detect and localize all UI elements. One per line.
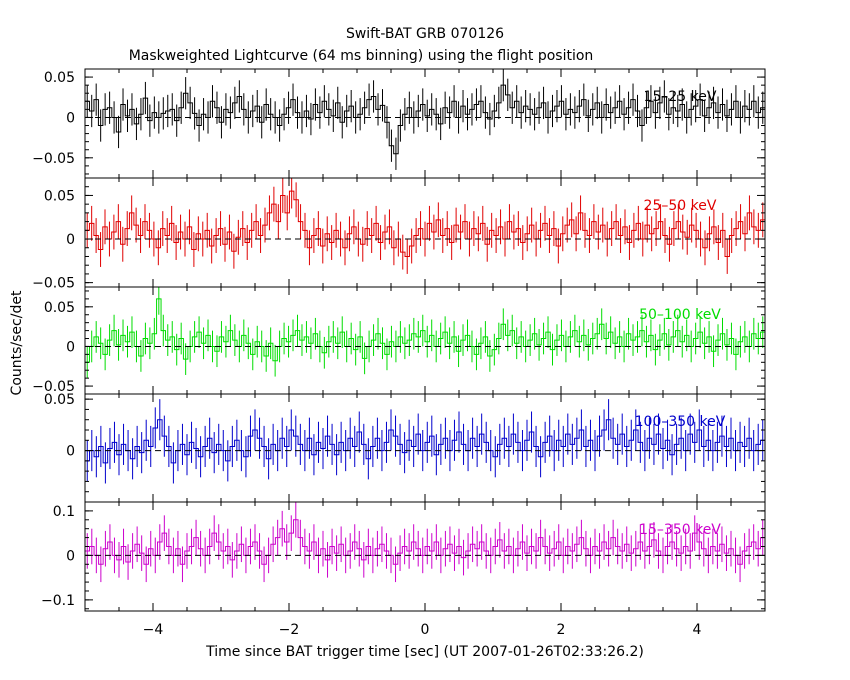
y-tick-label: 0.05 (44, 70, 75, 86)
y-tick-label: 0.1 (53, 504, 75, 520)
x-tick-label: 2 (557, 622, 566, 638)
series-4 (85, 399, 765, 484)
panel-4: 0 0.05 100–350 keV (44, 392, 766, 503)
step-line (85, 298, 765, 363)
series-5 (85, 502, 765, 583)
y-axis-label: Counts/sec/det (9, 290, 25, 395)
panel-label: 15–350 keV (639, 522, 721, 538)
y-tick-label: 0 (66, 444, 75, 460)
step-line (85, 84, 765, 155)
x-axis-label: Time since BAT trigger time [sec] (UT 20… (205, 644, 644, 660)
y-tick-label: 0 (66, 339, 75, 355)
x-tick-label: 0 (421, 622, 430, 638)
y-tick-label: 0.05 (44, 392, 75, 408)
y-tick-label: −0.05 (32, 379, 75, 395)
x-tick-label: 4 (693, 622, 702, 638)
chart-subtitle: Maskweighted Lightcurve (64 ms binning) … (129, 48, 594, 64)
panel-label: 50–100 keV (639, 307, 721, 323)
chart-title: Swift-BAT GRB 070126 (346, 26, 504, 42)
panel-label: 25–50 keV (644, 198, 717, 214)
y-tick-label: 0 (66, 110, 75, 126)
series-3 (85, 287, 765, 379)
step-line (85, 519, 765, 565)
y-tick-label: 0 (66, 548, 75, 564)
x-tick-label: −4 (143, 622, 164, 638)
y-tick-label: −0.1 (41, 593, 75, 609)
panel-frame (84, 68, 766, 179)
series-2 (85, 178, 765, 274)
step-line (85, 419, 765, 464)
panel-label: 100–350 keV (635, 414, 726, 430)
panel-1: −0.05 0 0.05 15–25 keV (32, 68, 766, 179)
panel-5: −0.1 0 0.1 15–350 keV (41, 501, 766, 612)
panel-2: −0.05 0 0.05 25–50 keV (32, 177, 766, 292)
y-tick-label: 0.05 (44, 300, 75, 316)
y-tick-label: 0 (66, 232, 75, 248)
panel-3: −0.05 0 0.05 50–100 keV (32, 286, 766, 395)
series-1 (85, 69, 765, 170)
y-tick-label: −0.05 (32, 276, 75, 292)
y-tick-label: −0.05 (32, 151, 75, 167)
panel-label: 15–25 keV (644, 89, 717, 105)
y-tick-label: 0.05 (44, 188, 75, 204)
x-tick-label: −2 (279, 622, 300, 638)
